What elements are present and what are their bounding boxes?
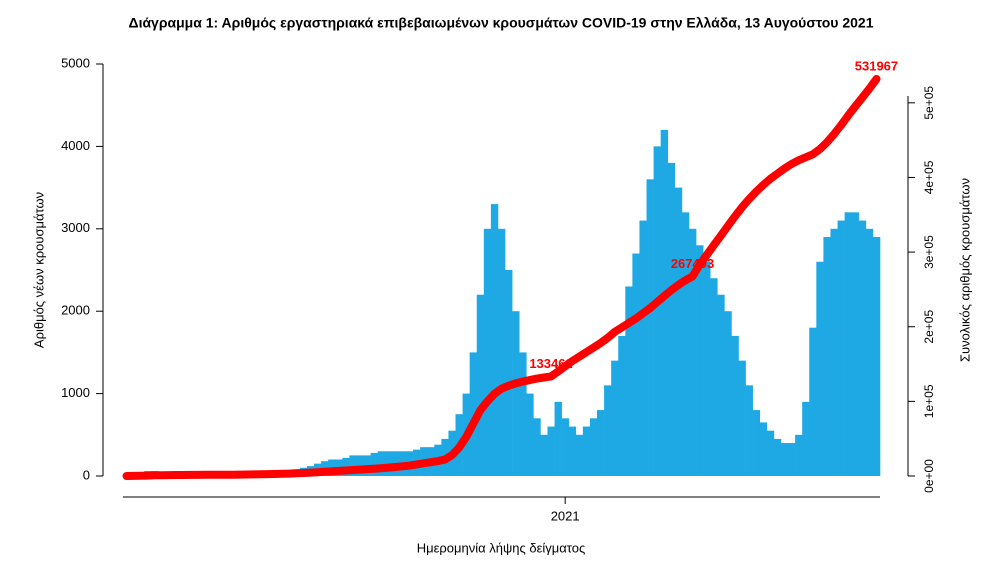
- bar: [483, 228, 492, 476]
- y-axis-label: Αριθμός νέων κρουσμάτων: [31, 192, 46, 348]
- bar: [802, 401, 810, 476]
- bar: [476, 294, 485, 476]
- bar: [766, 430, 775, 476]
- cumulative-label: 531967: [855, 58, 898, 73]
- bar: [688, 228, 697, 476]
- bar: [490, 204, 499, 476]
- bar: [865, 228, 874, 476]
- bar: [667, 162, 676, 476]
- bar: [561, 418, 570, 476]
- bar: [646, 179, 654, 477]
- bar: [554, 401, 562, 476]
- bar: [526, 393, 534, 476]
- bar: [759, 422, 768, 476]
- bar: [604, 385, 612, 476]
- bar: [377, 451, 386, 476]
- y-tick-label: 3000: [61, 220, 90, 235]
- bar: [788, 443, 796, 476]
- bar: [639, 220, 647, 476]
- bar: [809, 327, 817, 476]
- bar: [745, 385, 753, 476]
- bar: [582, 426, 591, 476]
- bar: [505, 270, 513, 476]
- y-tick-label: 5000: [61, 55, 90, 70]
- bar: [618, 335, 626, 476]
- y-tick-label: 4000: [61, 138, 90, 153]
- bar: [547, 426, 555, 476]
- chart-title: Διάγραμμα 1: Αριθμός εργαστηριακά επιβεβ…: [129, 15, 874, 31]
- bar: [858, 220, 867, 476]
- bar: [851, 212, 860, 476]
- y2-tick-label: 1e+05: [922, 384, 936, 418]
- bar: [512, 311, 520, 476]
- bar: [816, 261, 824, 476]
- cumulative-line: [122, 75, 881, 480]
- bar: [795, 434, 803, 476]
- y2-tick-label: 4e+05: [922, 160, 936, 194]
- bar: [575, 434, 584, 476]
- bar: [731, 335, 739, 476]
- y2-tick-label: 5e+05: [922, 86, 936, 120]
- y2-tick-label: 2e+05: [922, 310, 936, 344]
- bar: [872, 237, 881, 476]
- bar: [469, 352, 478, 476]
- bar: [611, 360, 619, 476]
- bar: [597, 410, 605, 476]
- bar: [653, 146, 661, 476]
- y2-tick-label: 0e+00: [922, 459, 936, 493]
- bar: [497, 228, 506, 476]
- bar: [717, 294, 725, 476]
- bar: [844, 212, 853, 476]
- y-tick-label: 0: [83, 467, 90, 482]
- y-tick-label: 1000: [61, 385, 90, 400]
- x-tick-label: 2021: [551, 508, 580, 523]
- bar: [533, 418, 541, 476]
- bar: [830, 228, 838, 476]
- bar: [823, 237, 831, 476]
- y-tick-label: 2000: [61, 303, 90, 318]
- x-axis-label: Ημερομηνία λήψης δείγματος: [417, 540, 586, 555]
- bar: [773, 438, 782, 476]
- bar: [674, 187, 683, 476]
- bar: [738, 360, 746, 476]
- y2-tick-label: 3e+05: [922, 235, 936, 269]
- y2-axis-label: Συνολικός αριθμός κρουσμάτων: [957, 178, 972, 362]
- bar: [837, 220, 845, 476]
- bar: [540, 434, 548, 476]
- cumulative-label: 133462: [529, 356, 572, 371]
- bar: [703, 261, 711, 476]
- bar: [681, 212, 690, 476]
- bar: [696, 245, 704, 476]
- bar: [780, 443, 789, 476]
- bar: [724, 311, 732, 476]
- bar: [752, 410, 761, 476]
- bar: [660, 129, 669, 477]
- bar: [349, 455, 357, 476]
- bar: [710, 278, 718, 476]
- bar: [632, 253, 640, 476]
- cumulative-label: 267403: [671, 256, 714, 271]
- bar: [519, 352, 527, 476]
- bar: [370, 452, 378, 476]
- bar: [589, 418, 598, 476]
- bar: [568, 426, 577, 476]
- bar: [625, 286, 633, 476]
